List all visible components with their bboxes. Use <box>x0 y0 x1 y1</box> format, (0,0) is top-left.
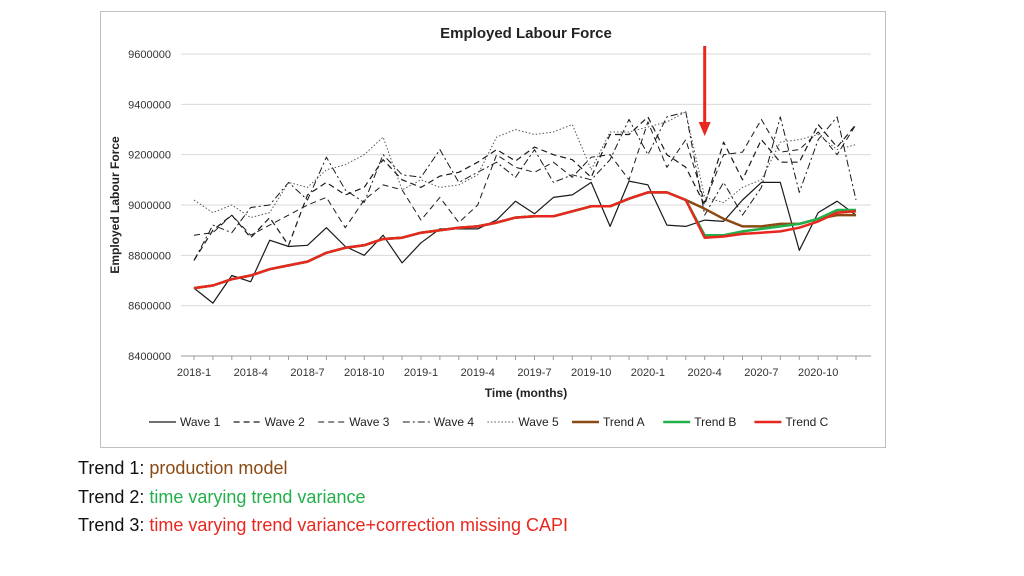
x-tick-label: 2020-7 <box>744 367 778 379</box>
note-trend-2-text: time varying trend variance <box>149 486 366 507</box>
legend-label-wave-5: Wave 5 <box>518 415 559 429</box>
note-trend-1-prefix: Trend 1: <box>78 458 150 478</box>
legend-label-trend-a: Trend A <box>603 415 645 429</box>
note-trend-1: Trend 1: production model <box>78 454 568 483</box>
note-trend-3: Trend 3: time varying trend variance+cor… <box>78 511 568 540</box>
x-tick-label: 2018-10 <box>344 367 384 379</box>
series-line-wave-3 <box>193 118 857 236</box>
x-tick-label: 2019-4 <box>461 367 495 379</box>
x-tick-label: 2020-10 <box>798 367 838 379</box>
series-line-wave-2 <box>193 116 857 261</box>
note-trend-3-prefix: Trend 3: <box>78 515 150 535</box>
x-tick-label: 2019-1 <box>404 367 438 379</box>
series-line-trend-b <box>193 191 856 290</box>
annotation-arrow-head <box>698 122 711 136</box>
y-tick-label: 8600000 <box>128 301 171 313</box>
x-tick-label: 2020-4 <box>688 367 722 379</box>
x-tick-label: 2020-1 <box>631 367 665 379</box>
note-trend-1-text: production model <box>149 458 288 478</box>
y-tick-label: 9400000 <box>128 99 171 111</box>
legend-label-trend-b: Trend B <box>694 415 736 429</box>
note-trend-3-text: time varying trend variance+correction m… <box>149 515 569 535</box>
y-tick-label: 9200000 <box>128 150 171 162</box>
x-tick-label: 2019-10 <box>571 367 611 379</box>
legend: Wave 1 Wave 2 Wave 3 Wave 4 Wave 5 Trend A Tre… <box>149 415 829 429</box>
legend-label-wave-4: Wave 4 <box>434 415 475 429</box>
x-tick-label: 2019-7 <box>517 367 551 379</box>
note-trend-2: Trend 2: time varying trend variance <box>78 483 568 512</box>
y-tick-label: 8800000 <box>128 250 171 262</box>
y-tick-label: 9600000 <box>128 49 171 61</box>
legend-label-wave-1: Wave 1 <box>180 415 221 429</box>
chart-title: Employed Labour Force <box>440 25 612 42</box>
series-line-wave-4 <box>193 111 857 261</box>
legend-label-wave-3: Wave 3 <box>349 415 390 429</box>
series-line-wave-5 <box>193 111 857 219</box>
y-tick-label: 9000000 <box>128 200 171 212</box>
legend-label-wave-2: Wave 2 <box>265 415 306 429</box>
y-axis-label: Employed Labour Force <box>108 136 122 274</box>
note-trend-2-prefix: Trend 2: <box>78 486 150 507</box>
x-axis-label: Time (months) <box>485 386 567 400</box>
legend-label-trend-c: Trend C <box>785 415 828 429</box>
series-line-trend-c <box>193 191 857 290</box>
x-tick-label: 2018-4 <box>234 367 268 379</box>
x-tick-label: 2018-1 <box>177 367 211 379</box>
y-tick-label: 8400000 <box>128 351 171 363</box>
series-line-trend-a <box>193 191 856 290</box>
x-tick-label: 2018-7 <box>290 367 324 379</box>
series-line-wave-1 <box>193 180 857 304</box>
chart-container: Employed Labour Force 8400000 8600000 88000… <box>100 11 886 448</box>
trend-notes: Trend 1: production model Trend 2: time … <box>78 454 568 540</box>
line-chart: Employed Labour Force 8400000 8600000 88000… <box>108 25 871 429</box>
